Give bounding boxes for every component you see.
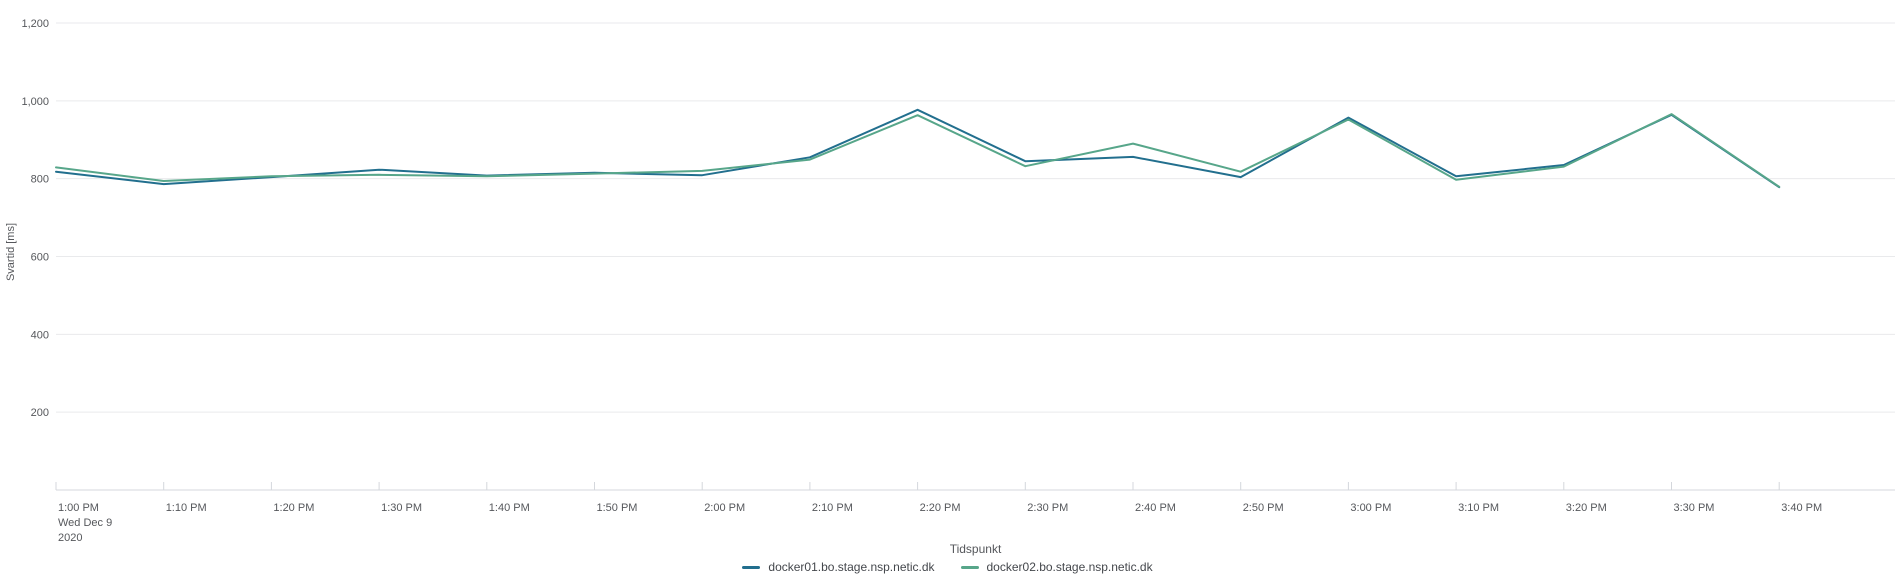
x-date-label: 2020 <box>58 532 82 544</box>
x-axis-title: Tidspunkt <box>949 542 1002 556</box>
legend-item-docker02[interactable]: docker02.bo.stage.nsp.netic.dk <box>960 560 1153 574</box>
x-date-label: Wed Dec 9 <box>58 517 112 529</box>
y-axis-title: Svartid [ms] <box>5 222 17 282</box>
legend-item-docker01[interactable]: docker01.bo.stage.nsp.netic.dk <box>742 560 935 574</box>
x-tick-label: 2:50 PM <box>1243 502 1284 514</box>
x-tick-label: 3:40 PM <box>1781 502 1822 514</box>
x-tick-label: 2:30 PM <box>1027 502 1068 514</box>
x-tick-label: 1:20 PM <box>273 502 314 514</box>
series-line-docker01[interactable] <box>55 108 1781 189</box>
x-tick-label: 3:30 PM <box>1674 502 1715 514</box>
y-tick-label: 600 <box>31 252 49 264</box>
x-tick-label: 3:10 PM <box>1458 502 1499 514</box>
x-tick-label: 1:30 PM <box>381 502 422 514</box>
legend-label-docker02: docker02.bo.stage.nsp.netic.dk <box>986 560 1153 574</box>
legend-swatch-docker01 <box>742 565 761 569</box>
x-tick-label: 1:10 PM <box>166 502 207 514</box>
y-tick-label: 1,200 <box>21 18 49 30</box>
y-tick-label: 400 <box>31 329 49 341</box>
legend-label-docker01: docker01.bo.stage.nsp.netic.dk <box>768 560 935 574</box>
x-tick-label: 3:00 PM <box>1350 502 1391 514</box>
x-tick-label: 3:20 PM <box>1566 502 1607 514</box>
x-tick-label: 1:50 PM <box>597 502 638 514</box>
x-tick-label: 2:10 PM <box>812 502 853 514</box>
x-tick-label: 1:40 PM <box>489 502 530 514</box>
y-tick-label: 800 <box>31 174 49 186</box>
series-line-docker02[interactable] <box>55 113 1781 188</box>
x-tick-label: 2:40 PM <box>1135 502 1176 514</box>
legend: docker01.bo.stage.nsp.netic.dk docker02.… <box>0 560 1895 574</box>
y-tick-label: 200 <box>31 407 49 419</box>
legend-swatch-docker02 <box>960 565 979 569</box>
x-tick-label: 2:00 PM <box>704 502 745 514</box>
y-tick-label: 1,000 <box>21 96 49 108</box>
x-tick-label: 2:20 PM <box>920 502 961 514</box>
x-tick-label: 1:00 PM <box>58 502 99 514</box>
